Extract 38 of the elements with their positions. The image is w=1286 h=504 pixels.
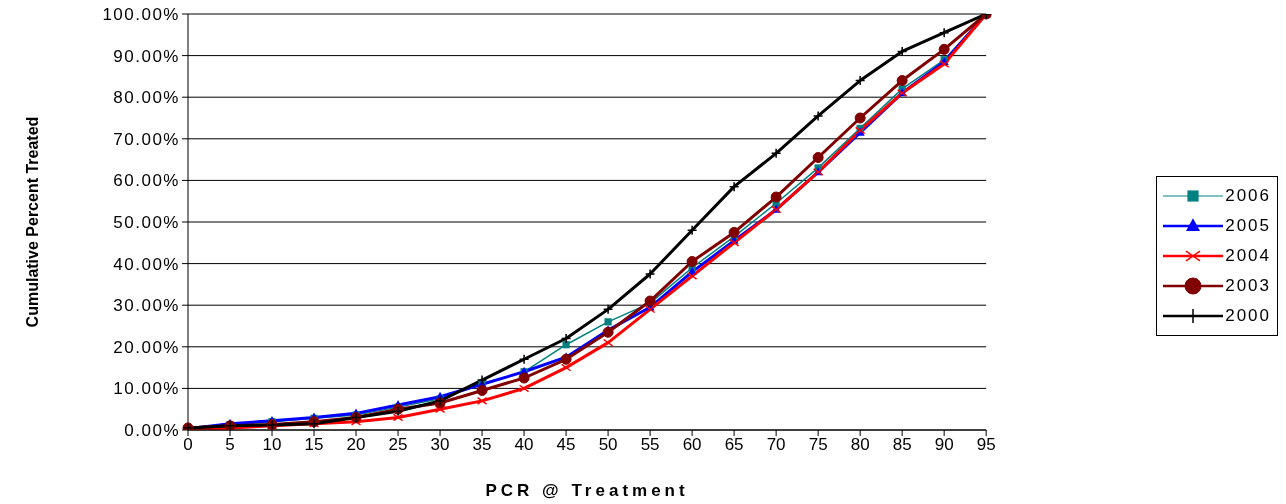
- x-tick-label: 95: [976, 435, 996, 455]
- x-tick-label: 20: [346, 435, 366, 455]
- y-tick-label: 90.00%: [113, 46, 180, 66]
- x-tick-label: 40: [514, 435, 534, 455]
- y-tick-label: 100.00%: [102, 5, 180, 25]
- y-tick-label: 40.00%: [113, 254, 180, 274]
- y-tick-label: 0.00%: [124, 421, 180, 441]
- x-tick-label: 0: [183, 435, 193, 455]
- x-tick-label: 5: [225, 435, 235, 455]
- y-tick-label: 50.00%: [113, 213, 180, 233]
- x-tick-label: 80: [850, 435, 870, 455]
- x-tick-label: 75: [808, 435, 828, 455]
- x-tick-label: 60: [682, 435, 702, 455]
- y-tick-label: 10.00%: [113, 379, 180, 399]
- legend-label: 2005: [1225, 216, 1271, 236]
- y-tick-label: 70.00%: [113, 129, 180, 149]
- y-tick-label: 80.00%: [113, 88, 180, 108]
- legend-label: 2004: [1225, 246, 1271, 266]
- x-tick-label: 15: [304, 435, 324, 455]
- y-axis-title: Cumulative Percent Treated: [23, 116, 41, 328]
- x-tick-label: 55: [640, 435, 660, 455]
- x-tick-label: 85: [892, 435, 912, 455]
- legend-label: 2003: [1225, 276, 1271, 296]
- x-tick-label: 30: [430, 435, 450, 455]
- y-tick-label: 60.00%: [113, 171, 180, 191]
- x-tick-label: 25: [388, 435, 408, 455]
- x-axis-title: PCR @ Treatment: [485, 481, 689, 500]
- x-tick-label: 10: [262, 435, 282, 455]
- y-tick-label: 30.00%: [113, 296, 180, 316]
- x-tick-label: 90: [934, 435, 954, 455]
- x-tick-label: 65: [724, 435, 744, 455]
- legend-label: 2000: [1225, 306, 1271, 326]
- x-tick-label: 45: [556, 435, 576, 455]
- y-tick-label: 20.00%: [113, 337, 180, 357]
- x-tick-label: 35: [472, 435, 492, 455]
- x-tick-label: 50: [598, 435, 618, 455]
- legend-label: 2006: [1225, 186, 1271, 206]
- x-tick-label: 70: [766, 435, 786, 455]
